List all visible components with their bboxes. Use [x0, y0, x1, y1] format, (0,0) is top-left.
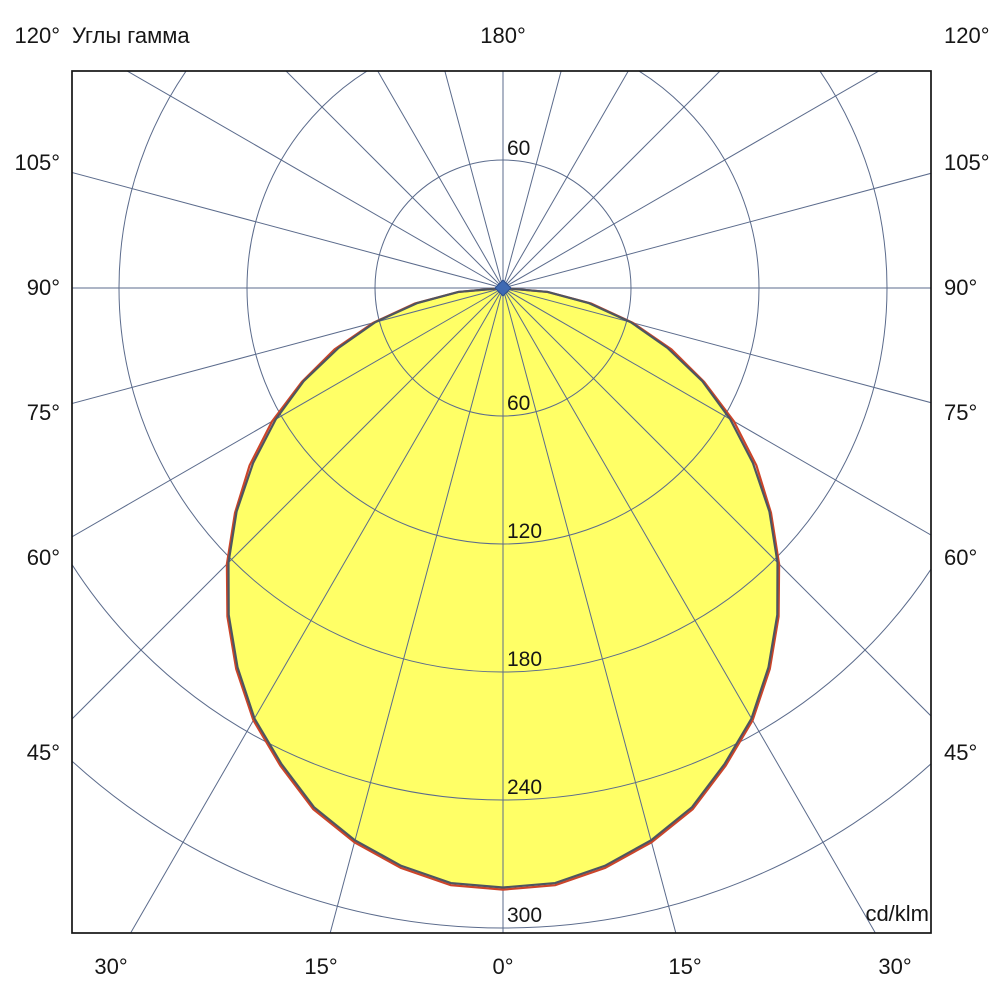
- gamma-label-bottom: 15°: [304, 954, 338, 979]
- gamma-label-left: 75°: [26, 400, 60, 425]
- gamma-label-right: 45°: [944, 740, 978, 765]
- grid-ray: [285, 71, 504, 289]
- grid-ray: [72, 287, 504, 405]
- grid-ray: [502, 287, 876, 933]
- plot-frame: [71, 70, 932, 934]
- grid-ray: [502, 71, 562, 289]
- grid-ray: [502, 287, 677, 933]
- gamma-label-bottom: 30°: [878, 954, 912, 979]
- gamma-label-left: 45°: [26, 740, 60, 765]
- gamma-label-bottom: 15°: [668, 954, 702, 979]
- grid-ray: [502, 172, 931, 289]
- grid-ray: [502, 287, 931, 404]
- gamma-label-left: 120°: [14, 23, 60, 48]
- ring-label: 180: [507, 648, 542, 671]
- gamma-label-left: 60°: [26, 545, 60, 570]
- grid-ring: [72, 760, 931, 929]
- ring-label: 120: [507, 520, 542, 543]
- grid-ray: [444, 71, 504, 289]
- grid-ray: [72, 171, 504, 289]
- gamma-label-left: 105°: [14, 150, 60, 175]
- unit-label: cd/klm: [865, 901, 929, 926]
- gamma-label-bottom: 30°: [94, 954, 128, 979]
- grid-ray: [502, 287, 931, 536]
- grid-ring: [246, 71, 760, 545]
- gamma-label-right: 105°: [944, 150, 990, 175]
- intensity-curve-red: [225, 286, 781, 891]
- gamma-label-left: 90°: [26, 275, 60, 300]
- gamma-label-right: 90°: [944, 275, 978, 300]
- grid-ray: [502, 71, 880, 289]
- chart-title: Углы гамма: [72, 23, 190, 48]
- grid-ring: [72, 563, 931, 801]
- grid-ray: [377, 71, 504, 289]
- grid-ray: [329, 287, 504, 933]
- gamma-label-right: 120°: [944, 23, 990, 48]
- gamma-label-top-180: 180°: [480, 23, 526, 48]
- ring-label: 300: [507, 904, 542, 927]
- grid-ray: [502, 71, 629, 289]
- ring-label: 240: [507, 776, 542, 799]
- grid-ray: [130, 287, 504, 933]
- grid-ring: [374, 159, 632, 417]
- grid-ring: [118, 71, 888, 673]
- grid-ray: [502, 287, 931, 717]
- ring-label: 60: [507, 392, 530, 415]
- gamma-label-bottom: 0°: [492, 954, 514, 979]
- pole-marker: [494, 279, 512, 297]
- grid-ray: [126, 71, 504, 289]
- grid-ray: [502, 71, 721, 289]
- grid-ray: [72, 287, 504, 538]
- gamma-label-right: 60°: [944, 545, 978, 570]
- gamma-label-right: 75°: [944, 400, 978, 425]
- intensity-curve-dark: [227, 286, 779, 889]
- ring-label: 60: [507, 137, 530, 160]
- grid-ray: [72, 287, 504, 720]
